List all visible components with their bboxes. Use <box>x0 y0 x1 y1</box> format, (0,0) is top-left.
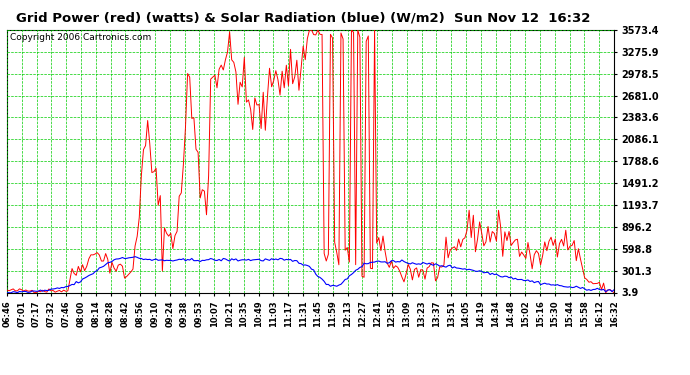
Text: Grid Power (red) (watts) & Solar Radiation (blue) (W/m2)  Sun Nov 12  16:32: Grid Power (red) (watts) & Solar Radiati… <box>17 11 591 24</box>
Text: Copyright 2006 Cartronics.com: Copyright 2006 Cartronics.com <box>10 33 151 42</box>
